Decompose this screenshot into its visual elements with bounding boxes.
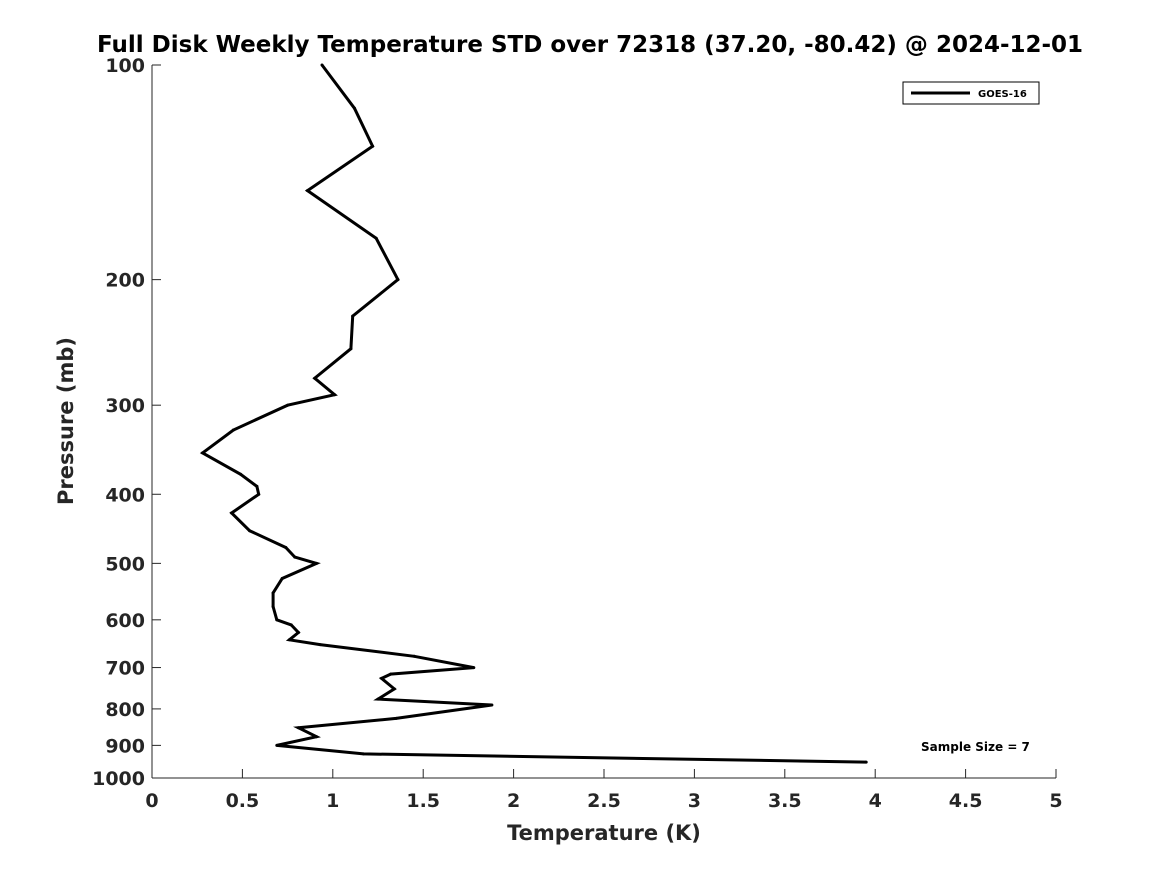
series-point <box>490 703 494 707</box>
x-axis-label: Temperature (K) <box>507 821 701 845</box>
series-point <box>389 672 393 676</box>
plot-area: 0 0.5 1 1.5 2 2.5 3 3.5 4 4.5 5 100 200 300 400 500 600… <box>92 55 1063 812</box>
series-point <box>315 561 318 565</box>
series-point <box>275 743 279 747</box>
chart-title: Full Disk Weekly Temperature STD over 72… <box>97 32 1083 58</box>
y-tick-label: 900 <box>105 735 145 757</box>
series-point <box>286 403 290 407</box>
series-point <box>392 687 396 691</box>
y-ticks: 100 200 300 400 500 600 700 800 900 1000 <box>92 55 161 790</box>
series-point <box>396 278 400 282</box>
series-point <box>320 63 324 67</box>
series-line-goes-16 <box>199 64 867 764</box>
x-tick-label: 0 <box>145 790 158 812</box>
series-point <box>313 376 317 380</box>
series-point <box>201 451 205 455</box>
x-tick-label: 4 <box>869 790 882 812</box>
series-point <box>296 631 300 634</box>
x-tick-label: 1.5 <box>406 790 440 812</box>
series-point <box>318 643 322 647</box>
series-point <box>371 144 375 148</box>
series-point <box>333 393 337 397</box>
series-point <box>472 666 476 670</box>
series-point <box>315 735 318 739</box>
y-tick-label: 100 <box>105 55 145 77</box>
series-point <box>289 623 293 627</box>
y-tick-label: 700 <box>105 658 145 680</box>
x-tick-label: 1 <box>326 790 339 812</box>
series-point <box>239 472 243 476</box>
series-point <box>412 654 416 658</box>
series-point <box>296 726 300 730</box>
x-tick-label: 2.5 <box>587 790 621 812</box>
series-point <box>864 760 868 764</box>
x-tick-label: 4.5 <box>949 790 983 812</box>
y-tick-label: 1000 <box>92 768 145 790</box>
x-tick-label: 0.5 <box>226 790 260 812</box>
series-point <box>374 236 378 240</box>
series-points <box>201 63 868 764</box>
sample-size-annotation: Sample Size = 7 <box>921 740 1030 754</box>
y-tick-label: 500 <box>105 553 145 575</box>
series-point <box>231 428 235 432</box>
series-point <box>248 529 252 533</box>
series-point <box>275 618 279 622</box>
series-point <box>271 605 275 609</box>
series-point <box>287 638 291 642</box>
y-tick-label: 300 <box>105 395 145 417</box>
series-point <box>351 314 355 318</box>
series-point <box>376 697 380 701</box>
x-tick-label: 5 <box>1049 790 1062 812</box>
legend-label-goes-16: GOES-16 <box>978 89 1027 100</box>
series-point <box>306 189 309 193</box>
y-tick-label: 400 <box>105 484 145 506</box>
y-tick-label: 200 <box>105 270 145 292</box>
series-point <box>280 577 284 580</box>
series-point <box>380 676 384 680</box>
series-point <box>255 484 259 488</box>
y-tick-label: 600 <box>105 610 145 632</box>
x-tick-label: 3 <box>688 790 701 812</box>
y-tick-label: 800 <box>105 699 145 721</box>
x-tick-label: 3.5 <box>768 790 802 812</box>
series-point <box>271 591 275 595</box>
series-point <box>257 492 261 496</box>
y-axis-label: Pressure (mb) <box>54 337 78 505</box>
legend-box <box>902 81 1040 105</box>
series-point <box>353 106 356 110</box>
series-point <box>230 511 234 515</box>
series-point <box>293 555 297 559</box>
x-ticks: 0 0.5 1 1.5 2 2.5 3 3.5 4 4.5 5 <box>145 769 1063 812</box>
x-tick-label: 2 <box>507 790 520 812</box>
legend: GOES-16 <box>902 81 1040 105</box>
series-point <box>394 716 398 720</box>
series-point <box>349 347 353 351</box>
series-point <box>284 546 288 549</box>
series-point <box>362 752 365 756</box>
